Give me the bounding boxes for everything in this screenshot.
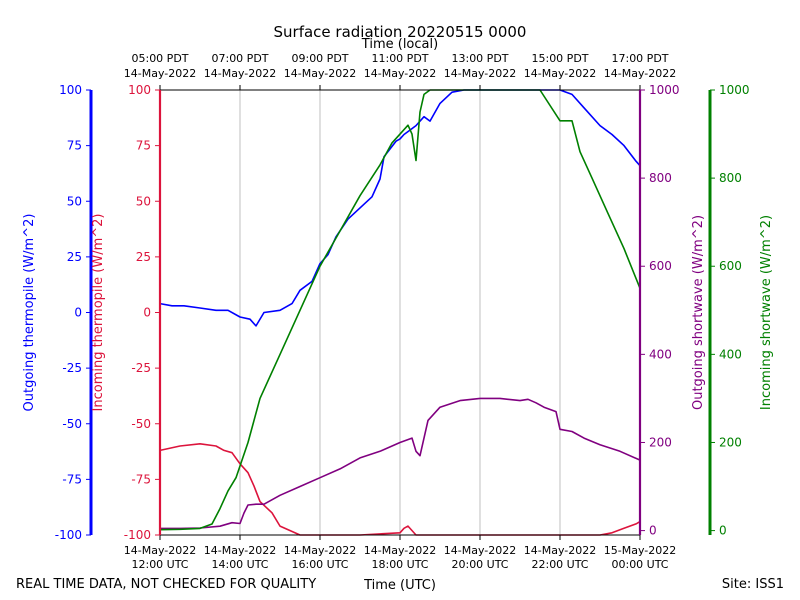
x-top-tick-time: 07:00 PDT [211, 52, 268, 65]
y-tick-label-incoming-thermopile: -25 [131, 361, 151, 375]
x-top-tick-date: 14-May-2022 [364, 67, 436, 80]
y-tick-label-outgoing-thermopile: 75 [67, 139, 82, 153]
y-axis-label-incoming-shortwave: Incoming shortwave (W/m^2) [759, 215, 774, 410]
y-axis-label-outgoing-shortwave: Outgoing shortwave (W/m^2) [691, 215, 706, 410]
x-top-tick-date: 14-May-2022 [124, 67, 196, 80]
x-top-tick-time: 13:00 PDT [451, 52, 508, 65]
y-tick-label-incoming-shortwave: 200 [719, 435, 742, 449]
x-top-tick-date: 14-May-2022 [604, 67, 676, 80]
x-top-tick-time: 17:00 PDT [611, 52, 668, 65]
y-tick-label-outgoing-shortwave: 400 [649, 347, 672, 361]
x-top-tick-time: 15:00 PDT [531, 52, 588, 65]
y-tick-label-incoming-shortwave: 800 [719, 171, 742, 185]
x-bottom-tick-date: 14-May-2022 [444, 544, 516, 557]
y-tick-label-outgoing-thermopile: 50 [67, 194, 82, 208]
y-tick-label-incoming-shortwave: 400 [719, 347, 742, 361]
y-axis-label-incoming-thermopile: Incoming thermopile (W/m^2) [91, 214, 106, 412]
y-tick-label-incoming-thermopile: 75 [136, 139, 151, 153]
x-top-tick-date: 14-May-2022 [444, 67, 516, 80]
x-bottom-tick-time: 16:00 UTC [291, 558, 348, 571]
x-top-tick-time: 11:00 PDT [371, 52, 428, 65]
y-tick-label-incoming-thermopile: 100 [128, 83, 151, 97]
x-bottom-tick-time: 00:00 UTC [611, 558, 668, 571]
y-tick-label-outgoing-thermopile: -25 [62, 361, 82, 375]
site-label: Site: ISS1 [722, 577, 784, 592]
x-top-tick-date: 14-May-2022 [204, 67, 276, 80]
x-bottom-tick-date: 14-May-2022 [524, 544, 596, 557]
y-tick-label-incoming-shortwave: 0 [719, 524, 727, 538]
y-axis-label-outgoing-thermopile: Outgoing thermopile (W/m^2) [22, 214, 37, 412]
x-top-tick-date: 14-May-2022 [524, 67, 596, 80]
x-top-tick-date: 14-May-2022 [284, 67, 356, 80]
x-top-tick-time: 09:00 PDT [291, 52, 348, 65]
x-bottom-tick-date: 14-May-2022 [364, 544, 436, 557]
y-tick-label-outgoing-thermopile: -100 [55, 528, 82, 542]
y-tick-label-outgoing-shortwave: 600 [649, 259, 672, 273]
x-bottom-tick-time: 18:00 UTC [371, 558, 428, 571]
top-axis-title: Time (local) [361, 37, 438, 52]
y-tick-label-outgoing-thermopile: -50 [62, 417, 82, 431]
x-bottom-tick-time: 12:00 UTC [131, 558, 188, 571]
x-bottom-tick-time: 20:00 UTC [451, 558, 508, 571]
y-tick-label-outgoing-thermopile: 0 [74, 306, 82, 320]
y-tick-label-incoming-thermopile: -75 [131, 472, 151, 486]
y-tick-label-incoming-shortwave: 600 [719, 259, 742, 273]
x-bottom-tick-date: 14-May-2022 [204, 544, 276, 557]
x-axis-label: Time (UTC) [363, 578, 436, 593]
y-tick-label-outgoing-shortwave: 0 [649, 524, 657, 538]
y-tick-label-outgoing-thermopile: 25 [67, 250, 82, 264]
x-bottom-tick-time: 22:00 UTC [531, 558, 588, 571]
y-tick-label-incoming-thermopile: 25 [136, 250, 151, 264]
x-bottom-tick-date: 14-May-2022 [124, 544, 196, 557]
chart-title: Surface radiation 20220515 0000 [274, 23, 527, 41]
y-tick-label-incoming-thermopile: -100 [124, 528, 151, 542]
x-top-tick-time: 05:00 PDT [131, 52, 188, 65]
y-tick-label-outgoing-shortwave: 800 [649, 171, 672, 185]
x-bottom-tick-time: 14:00 UTC [211, 558, 268, 571]
x-bottom-tick-date: 14-May-2022 [284, 544, 356, 557]
quality-disclaimer: REAL TIME DATA, NOT CHECKED FOR QUALITY [16, 577, 316, 592]
y-tick-label-outgoing-thermopile: -75 [62, 472, 82, 486]
y-tick-label-incoming-thermopile: 0 [143, 306, 151, 320]
y-tick-label-incoming-thermopile: 50 [136, 194, 151, 208]
y-tick-label-incoming-shortwave: 1000 [719, 83, 750, 97]
x-bottom-tick-date: 15-May-2022 [604, 544, 676, 557]
y-tick-label-outgoing-thermopile: 100 [59, 83, 82, 97]
y-tick-label-outgoing-shortwave: 1000 [649, 83, 680, 97]
series-line-outgoing-shortwave [160, 397, 641, 530]
y-tick-label-outgoing-shortwave: 200 [649, 435, 672, 449]
series-line-incoming-shortwave [159, 89, 641, 531]
y-tick-label-incoming-thermopile: -50 [131, 417, 151, 431]
